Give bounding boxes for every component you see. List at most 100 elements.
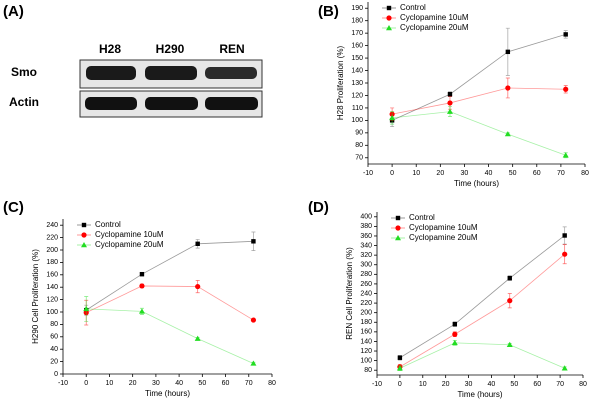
y-tick-label: 300 (360, 262, 372, 269)
lane-label: H28 (99, 42, 121, 56)
x-tick-label: 60 (222, 380, 230, 387)
x-axis-title: Time (hours) (454, 179, 499, 188)
y-tick-label: 240 (360, 290, 372, 297)
x-tick-label: 80 (581, 170, 589, 177)
marker (250, 360, 257, 366)
legend-label: Control (95, 220, 121, 229)
y-tick-label: 220 (360, 300, 372, 307)
x-tick-label: 40 (175, 380, 183, 387)
y-tick-label: 180 (351, 18, 363, 25)
y-tick-label: 150 (351, 55, 363, 62)
y-tick-label: 380 (360, 223, 372, 230)
legend-label: Cyclopamine 10uM (400, 13, 469, 22)
x-tick-label: 10 (419, 381, 427, 388)
legend-marker (386, 5, 392, 11)
series-line (392, 111, 566, 156)
x-tick-label: 80 (579, 381, 587, 388)
x-tick-label: -10 (363, 170, 373, 177)
y-tick-label: 360 (360, 233, 372, 240)
y-tick-label: 140 (360, 338, 372, 345)
band (145, 66, 197, 80)
x-tick-label: 60 (533, 381, 541, 388)
y-tick-label: 260 (360, 281, 372, 288)
marker (195, 283, 201, 290)
x-tick-label: 0 (84, 380, 88, 387)
series-line (399, 342, 565, 369)
panel-label: (C) (3, 199, 24, 216)
marker (451, 339, 458, 346)
y-tick-label: 100 (360, 357, 372, 364)
band (205, 97, 258, 110)
legend-label: Cyclopamine 20uM (400, 23, 469, 32)
lane-label: REN (219, 42, 244, 56)
x-tick-label: 70 (245, 380, 253, 387)
marker (505, 49, 511, 55)
y-tick-label: 200 (360, 310, 372, 317)
marker (446, 108, 453, 114)
legend-marker (386, 15, 392, 21)
marker (397, 355, 403, 360)
y-tick-label: 110 (352, 105, 363, 112)
y-tick-label: 80 (364, 367, 372, 374)
x-tick-label: 20 (442, 381, 450, 388)
y-axis-title: H28 Proliferation (%) (336, 46, 345, 121)
x-tick-label: 30 (152, 380, 160, 387)
marker (447, 92, 453, 97)
y-tick-label: 160 (46, 272, 58, 279)
series-line (86, 285, 254, 321)
x-axis-title: Time (hours) (145, 389, 190, 398)
legend-label: Cyclopamine 10uM (95, 230, 164, 239)
x-tick-label: 40 (485, 170, 493, 177)
marker (447, 100, 453, 106)
y-tick-label: 220 (46, 234, 58, 241)
y-tick-label: 160 (351, 42, 363, 49)
panel-label: (B) (318, 3, 339, 20)
series-line (399, 253, 565, 368)
x-tick-label: 40 (488, 381, 496, 388)
band (85, 97, 137, 110)
series-line (399, 235, 565, 359)
marker (139, 283, 145, 289)
legend-label: Cyclopamine 20uM (409, 233, 478, 242)
x-tick-label: 30 (465, 381, 473, 388)
y-tick-label: 320 (360, 252, 372, 259)
x-tick-label: 70 (556, 381, 564, 388)
y-tick-label: 100 (351, 117, 363, 124)
x-tick-label: 50 (510, 381, 518, 388)
y-tick-label: 240 (46, 222, 58, 229)
legend-marker (81, 242, 87, 248)
x-tick-label: 30 (461, 170, 469, 177)
x-tick-label: 0 (390, 170, 394, 177)
marker (507, 298, 513, 304)
x-tick-label: 50 (198, 380, 206, 387)
x-tick-label: 20 (436, 170, 444, 177)
row-label: Smo (11, 65, 37, 79)
x-tick-label: 20 (129, 380, 137, 387)
y-axis-title: REN Cell Proliferation (%) (345, 247, 354, 340)
y-tick-label: 400 (360, 214, 372, 221)
panel-label: (D) (308, 199, 329, 216)
y-tick-label: 70 (355, 155, 363, 162)
marker (138, 308, 145, 314)
x-axis-title: Time (hours) (457, 390, 502, 399)
marker (562, 152, 569, 158)
x-tick-label: 80 (268, 380, 276, 387)
x-tick-label: -10 (58, 380, 68, 387)
marker (561, 365, 568, 371)
marker (506, 341, 513, 347)
y-tick-label: 80 (50, 321, 58, 328)
y-tick-label: 340 (360, 242, 372, 249)
x-tick-label: -10 (372, 381, 382, 388)
panel-label: (A) (3, 3, 24, 20)
marker (139, 271, 145, 277)
marker (396, 365, 403, 371)
legend-marker (386, 25, 392, 31)
row-label: Actin (9, 95, 39, 109)
x-tick-label: 60 (533, 170, 541, 177)
band (86, 66, 136, 80)
y-tick-label: 80 (355, 142, 363, 149)
legend-marker (395, 235, 401, 241)
y-tick-label: 280 (360, 271, 372, 278)
marker (504, 131, 511, 137)
